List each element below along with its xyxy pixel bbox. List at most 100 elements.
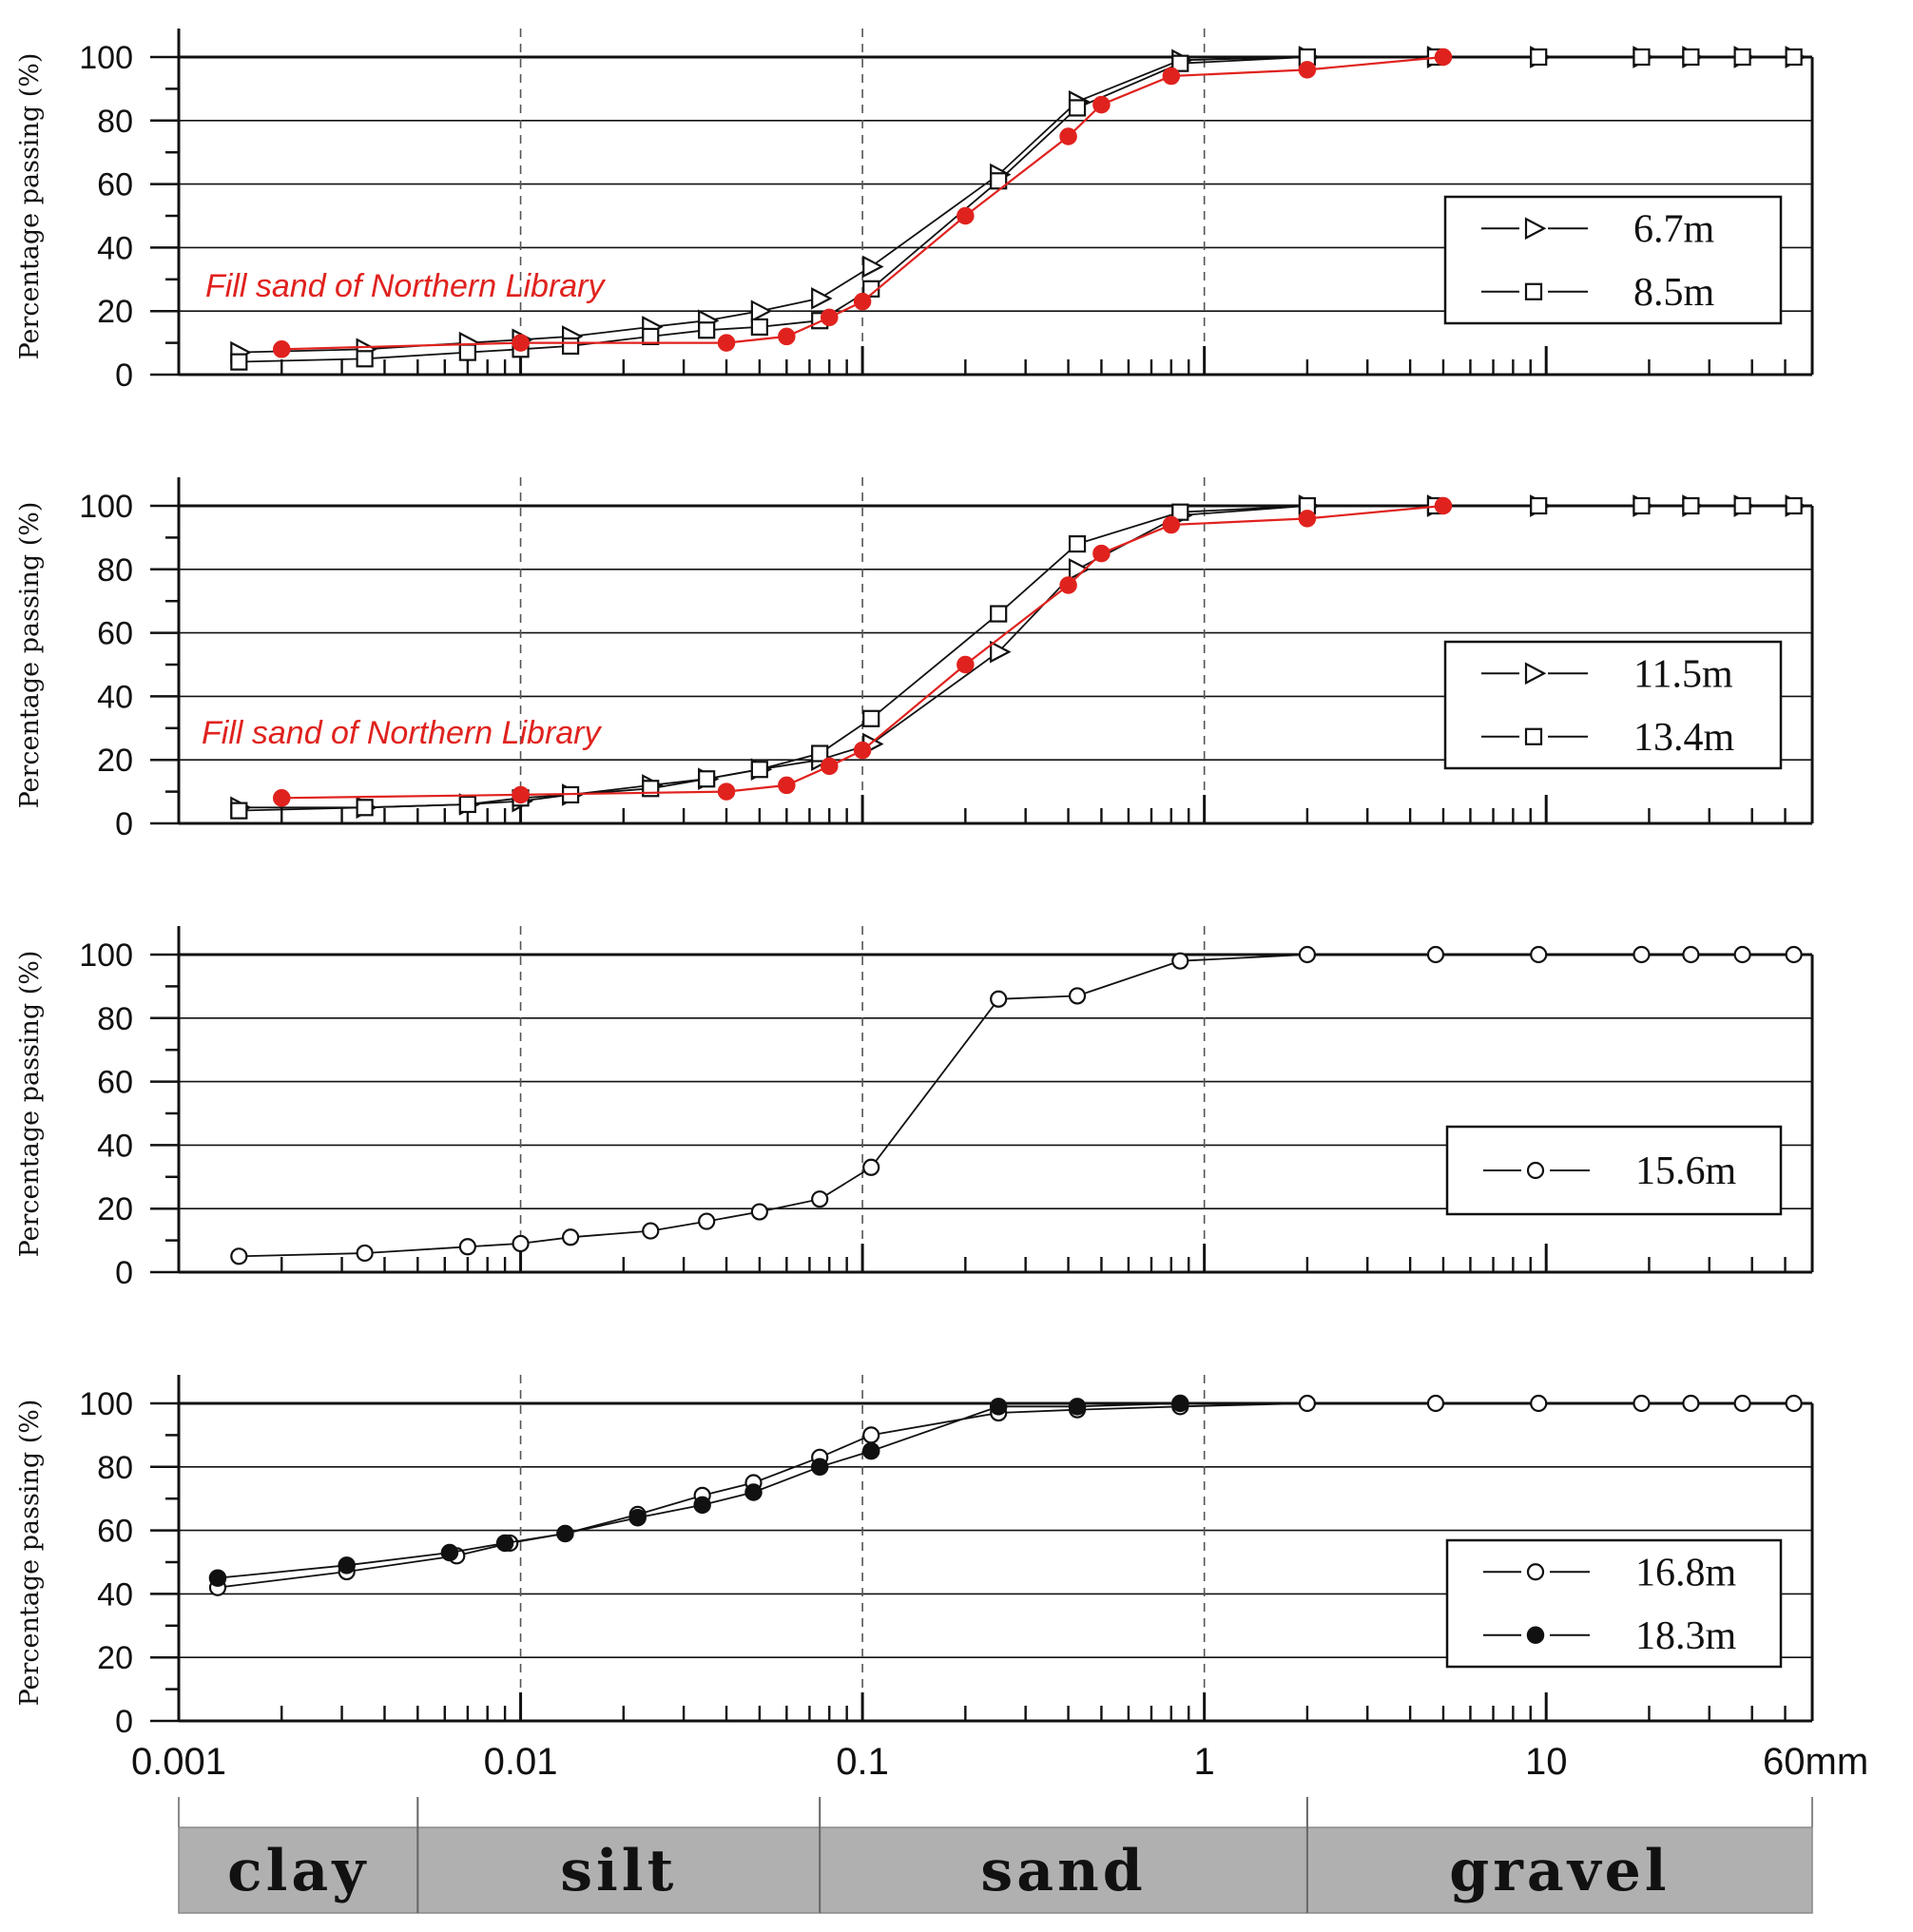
legend-marker xyxy=(1524,727,1543,745)
data-point xyxy=(512,1234,530,1253)
data-point xyxy=(561,337,580,356)
data-point xyxy=(750,318,768,336)
data-point xyxy=(1059,576,1077,594)
data-point xyxy=(698,1212,716,1230)
data-point xyxy=(1633,945,1651,964)
y-tick-label: 0 xyxy=(115,1704,133,1740)
data-point xyxy=(750,761,768,779)
legend-label-18.3m: 18.3m xyxy=(1635,1614,1737,1658)
data-point xyxy=(1682,48,1700,67)
legend-marker xyxy=(1526,1563,1545,1581)
data-point xyxy=(1298,61,1317,79)
data-point xyxy=(861,1441,880,1460)
data-point xyxy=(810,1458,829,1477)
x-tick-label: 0.1 xyxy=(836,1741,889,1783)
data-point xyxy=(693,1496,711,1515)
data-point xyxy=(698,321,716,339)
data-point xyxy=(1171,952,1189,970)
annotation-fill-sand: Fill sand of Northern Library xyxy=(205,268,607,304)
x-tick-label: 0.001 xyxy=(131,1741,226,1783)
legend-marker xyxy=(1524,217,1547,241)
data-point xyxy=(811,744,829,763)
data-point xyxy=(1171,503,1189,521)
data-point xyxy=(862,709,880,727)
data-point xyxy=(1068,987,1087,1005)
legend-label-16.8m: 16.8m xyxy=(1635,1551,1737,1594)
x-tick-label: 0.01 xyxy=(484,1741,558,1783)
y-tick-label: 0 xyxy=(115,357,133,394)
data-point xyxy=(1434,48,1453,67)
data-point xyxy=(1530,48,1548,67)
data-point xyxy=(628,1508,647,1527)
data-point xyxy=(440,1543,459,1562)
data-point xyxy=(272,789,291,807)
data-point xyxy=(750,299,773,323)
data-point xyxy=(356,1244,374,1263)
chart-panel-3: 0 20 40 60 80 100 Percentage passing (%) 15.6m xyxy=(15,926,1814,1291)
y-tick-label: 60 xyxy=(97,616,133,652)
chart-panel-2: 0 20 40 60 80 100 Percentage passing (%) Fill s… xyxy=(15,477,1814,842)
legend: 15.6m xyxy=(1445,1125,1783,1216)
data-point xyxy=(990,640,1012,664)
data-point xyxy=(956,655,975,674)
y-tick-label: 80 xyxy=(97,1001,133,1037)
data-point xyxy=(272,340,291,358)
y-tick-label: 80 xyxy=(97,552,133,589)
data-point xyxy=(862,255,884,279)
y-tick-label: 60 xyxy=(97,167,133,203)
x-tick-label: 10 xyxy=(1525,1741,1568,1783)
zone-background xyxy=(178,1826,1813,1914)
data-point xyxy=(512,334,530,352)
legend: 11.5m 13.4m xyxy=(1443,640,1783,770)
y-axis-label: Percentage passing (%) xyxy=(15,1400,45,1707)
data-point xyxy=(1682,496,1700,515)
data-point xyxy=(556,1524,574,1543)
y-tick-label: 20 xyxy=(97,743,133,779)
y-tick-label: 60 xyxy=(97,1065,133,1101)
data-point xyxy=(811,287,833,310)
data-point xyxy=(1171,1394,1189,1413)
data-point xyxy=(989,1398,1008,1416)
data-point xyxy=(458,343,476,361)
data-point xyxy=(1530,945,1548,964)
data-point xyxy=(811,1190,829,1208)
data-point xyxy=(1733,1394,1751,1413)
y-tick-label: 80 xyxy=(97,1450,133,1486)
x-axis-labels: 0.001 0.01 0.1 1 10 60mm xyxy=(131,1741,1868,1783)
y-tick-label: 20 xyxy=(97,1191,133,1227)
legend-box xyxy=(1445,1538,1783,1669)
data-point xyxy=(1633,496,1651,515)
data-point xyxy=(853,292,872,311)
data-point xyxy=(862,1426,880,1444)
data-point xyxy=(1682,945,1700,964)
data-point xyxy=(862,1158,880,1176)
data-point xyxy=(853,741,872,760)
data-point xyxy=(717,334,736,352)
data-point xyxy=(356,799,374,817)
data-point xyxy=(230,802,248,820)
data-point xyxy=(338,1556,356,1575)
data-point xyxy=(561,1228,580,1246)
y-tick-label: 40 xyxy=(97,679,133,715)
y-tick-label: 40 xyxy=(97,1576,133,1613)
y-axis-label: Percentage passing (%) xyxy=(15,951,45,1258)
data-point xyxy=(1633,1394,1651,1413)
y-axis-label: Percentage passing (%) xyxy=(15,53,45,360)
data-point xyxy=(642,1222,660,1240)
data-point xyxy=(1162,67,1181,86)
chart-panel-1: 0 20 40 60 80 100 Percentage passing (%) Fill s… xyxy=(15,29,1814,394)
y-tick-label: 80 xyxy=(97,104,133,140)
legend-marker xyxy=(1526,1626,1545,1644)
y-tick-label: 100 xyxy=(79,937,133,974)
y-tick-label: 40 xyxy=(97,230,133,266)
data-point xyxy=(1298,1394,1316,1413)
data-point xyxy=(1298,945,1316,964)
data-point xyxy=(1733,48,1751,67)
legend-label-11.5m: 11.5m xyxy=(1633,652,1733,696)
zone-label-gravel: gravel xyxy=(1449,1838,1670,1904)
data-point xyxy=(458,795,476,814)
data-point xyxy=(821,308,839,327)
y-tick-label: 0 xyxy=(115,806,133,842)
data-point xyxy=(356,350,374,368)
